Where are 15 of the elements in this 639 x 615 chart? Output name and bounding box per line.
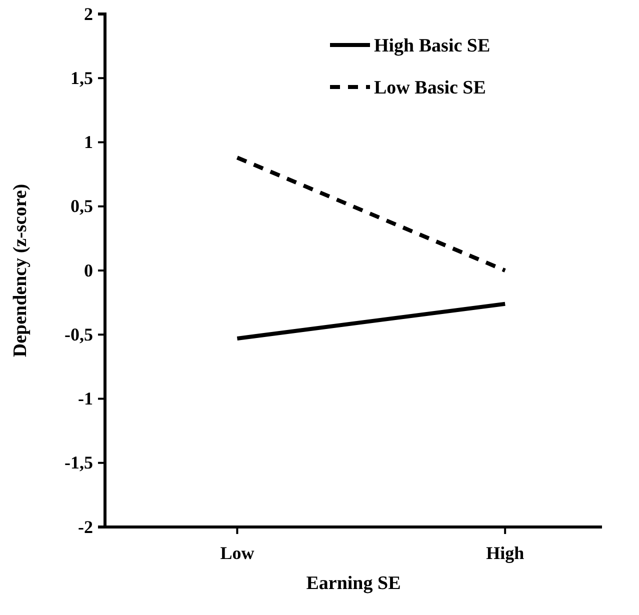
y-tick-label: -1 (78, 388, 93, 409)
y-tick-label: -0,5 (64, 324, 93, 344)
y-tick-label: -2 (78, 516, 93, 537)
legend-label: Low Basic SE (374, 78, 486, 99)
y-tick-label: 0 (84, 260, 93, 280)
x-tick-label: Low (220, 542, 254, 563)
x-axis-title: Earning SE (306, 573, 401, 594)
x-tick-label: High (486, 542, 524, 563)
y-tick-label: 1,5 (70, 68, 93, 88)
y-tick-label: -1,5 (64, 452, 93, 473)
y-tick-label: 1 (84, 132, 93, 152)
y-axis-title: Dependency (z-score) (10, 184, 31, 358)
y-tick-label: 2 (84, 4, 93, 24)
y-tick-label: 0,5 (70, 196, 93, 216)
legend-label: High Basic SE (374, 36, 490, 57)
